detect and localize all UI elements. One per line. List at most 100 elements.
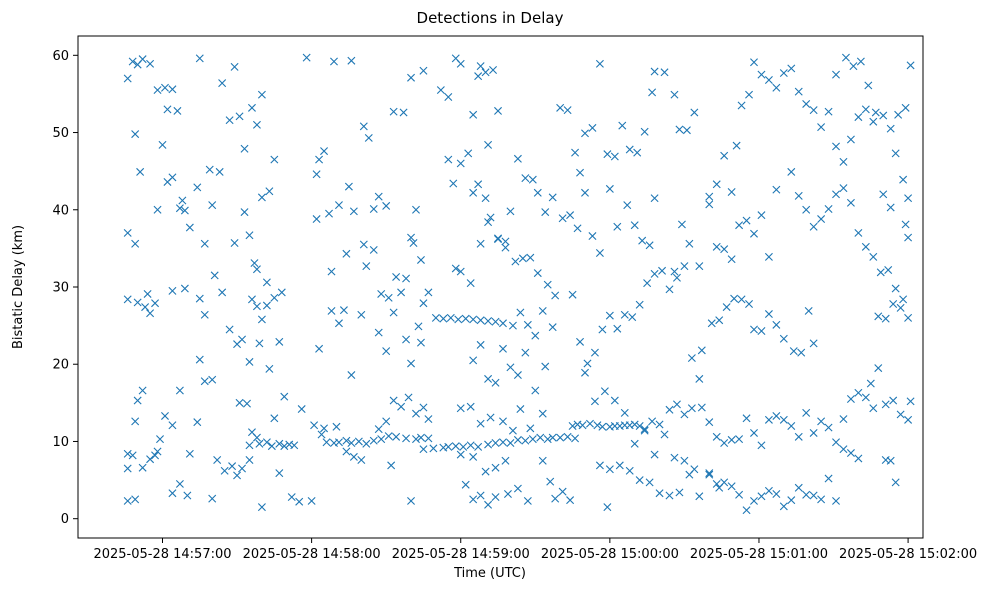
data-point (670, 90, 679, 99)
data-point (730, 294, 739, 303)
data-point (359, 122, 368, 131)
data-point (484, 374, 493, 383)
data-point (501, 456, 510, 465)
data-point (287, 493, 296, 502)
data-point (175, 386, 184, 395)
data-point (156, 435, 165, 444)
data-point (566, 211, 575, 220)
data-point (854, 388, 863, 397)
data-point (670, 267, 679, 276)
data-point (645, 241, 654, 250)
data-point (548, 193, 557, 202)
data-point (409, 238, 418, 247)
data-point (339, 306, 348, 315)
data-point (598, 422, 607, 431)
data-point (444, 93, 453, 102)
data-point (750, 496, 758, 505)
data-point (705, 418, 714, 427)
data-point (630, 420, 639, 429)
data-point (643, 279, 652, 288)
data-point (498, 344, 507, 353)
data-point (344, 182, 353, 191)
data-point (772, 320, 781, 329)
data-point (899, 175, 908, 184)
data-point (590, 397, 599, 406)
data-point (193, 183, 202, 192)
data-point (225, 116, 234, 125)
data-point (648, 417, 657, 426)
data-point (794, 483, 803, 492)
data-point (257, 90, 266, 99)
x-tick-label: 2025-05-28 14:59:00 (392, 547, 530, 562)
data-point (618, 121, 627, 130)
data-point (513, 371, 522, 380)
data-point (648, 88, 657, 97)
data-point (901, 220, 910, 229)
data-point (886, 124, 895, 133)
data-point (362, 262, 371, 271)
data-point (660, 430, 669, 439)
data-point (131, 239, 140, 248)
data-point (469, 110, 478, 119)
data-point (484, 140, 493, 149)
data-point (213, 456, 222, 464)
data-point (581, 188, 589, 197)
data-point (750, 58, 758, 67)
data-point (630, 221, 639, 230)
data-point (506, 363, 515, 372)
data-point (160, 411, 169, 420)
data-point (133, 396, 142, 405)
data-point (312, 170, 321, 179)
data-point (262, 438, 271, 447)
data-point (466, 441, 475, 450)
data-point (141, 303, 150, 312)
data-point (640, 425, 649, 434)
data-point (382, 417, 391, 426)
data-point (501, 243, 510, 252)
data-point (123, 74, 132, 83)
x-axis: 2025-05-28 14:57:00 2025-05-28 14:58:00 20… (93, 538, 977, 562)
data-point (563, 432, 572, 441)
data-point (794, 432, 803, 441)
data-point (407, 73, 416, 82)
x-tick-label: 2025-05-28 14:57:00 (93, 547, 231, 562)
data-point (899, 295, 908, 304)
data-point (208, 375, 217, 384)
data-point (392, 432, 401, 441)
data-point (446, 313, 455, 322)
data-point (757, 70, 766, 79)
y-tick-label: 60 (52, 49, 69, 64)
data-point (461, 480, 470, 489)
data-point (817, 215, 826, 224)
data-point (548, 433, 557, 442)
data-point (407, 233, 416, 242)
data-point (491, 493, 500, 502)
data-point (404, 393, 413, 402)
data-points (123, 53, 915, 515)
data-point (466, 402, 475, 411)
data-point (869, 117, 878, 126)
data-point (347, 439, 356, 447)
data-point (874, 312, 883, 321)
data-point (146, 59, 155, 68)
data-point (168, 286, 177, 295)
data-point (884, 266, 893, 274)
data-point (590, 348, 599, 357)
data-point (481, 194, 490, 203)
data-point (136, 167, 145, 176)
data-point (235, 398, 244, 407)
data-point (210, 271, 219, 280)
data-point (772, 185, 781, 194)
data-point (904, 194, 913, 203)
data-point (832, 70, 841, 79)
data-point (469, 495, 478, 504)
data-point (789, 347, 798, 356)
data-point (824, 205, 833, 213)
data-point (228, 462, 237, 471)
data-point (235, 112, 244, 121)
data-point (538, 409, 547, 418)
data-point (295, 497, 304, 506)
data-point (605, 465, 614, 474)
data-point (245, 441, 254, 450)
data-point (215, 167, 224, 176)
